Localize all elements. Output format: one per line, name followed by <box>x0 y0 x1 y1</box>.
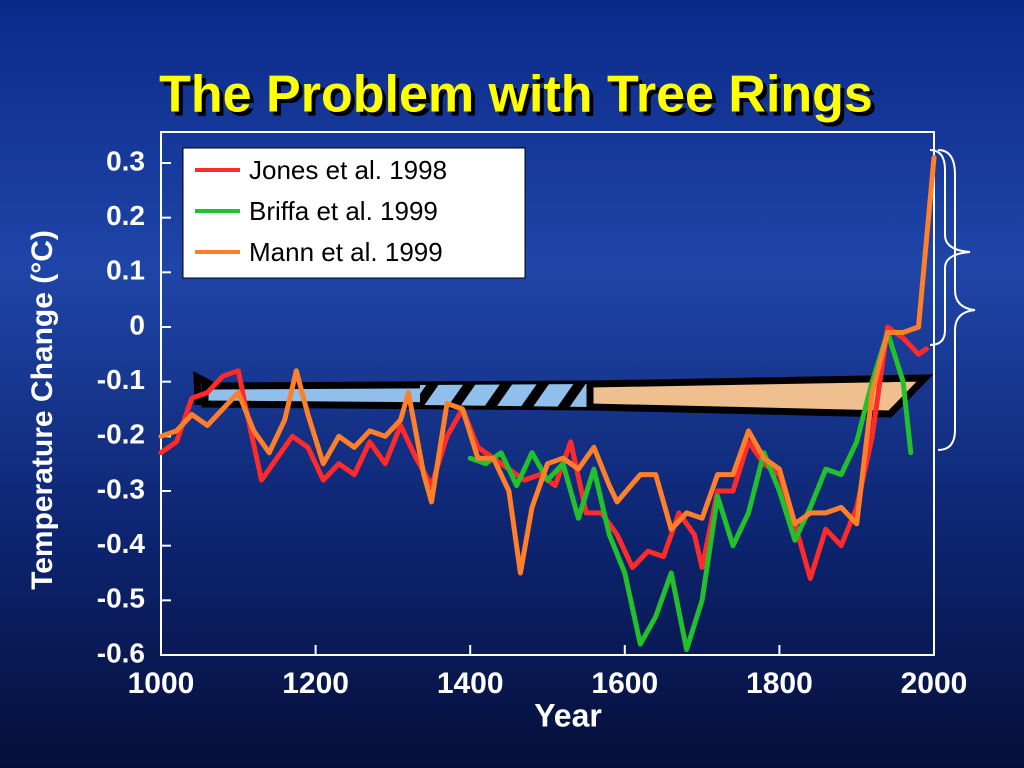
y-tick-label: -0.6 <box>97 637 145 668</box>
y-tick-label: 0 <box>129 309 145 340</box>
x-axis-label: Year <box>534 697 602 733</box>
y-tick-label: 0.1 <box>106 255 145 286</box>
chart-title: The Problem with Tree Rings <box>159 66 873 124</box>
y-tick-label: -0.5 <box>97 583 145 614</box>
x-tick-label: 1200 <box>282 667 349 700</box>
legend-label: Briffa et al. 1999 <box>249 196 438 226</box>
band-hatch <box>420 384 590 407</box>
y-tick-label: -0.3 <box>97 473 145 504</box>
x-tick-label: 2000 <box>901 667 968 700</box>
series-line <box>158 155 937 576</box>
legend-label: Mann et al. 1999 <box>249 237 443 267</box>
x-tick-label: 1000 <box>128 667 195 700</box>
y-tick-label: -0.2 <box>97 419 145 450</box>
band-shape <box>193 371 934 418</box>
brace-large <box>937 149 976 451</box>
x-tick-label: 1600 <box>591 667 658 700</box>
y-axis-label: Temperature Change (°C) <box>26 230 59 590</box>
y-tick-label: -0.1 <box>97 364 145 395</box>
brace-small <box>929 149 971 346</box>
y-tick-label: 0.3 <box>106 145 145 176</box>
plot-frame <box>160 131 935 656</box>
x-tick-label: 1800 <box>746 667 813 700</box>
legend-label: Jones et al. 1998 <box>249 155 447 185</box>
y-tick-label: -0.4 <box>97 528 146 559</box>
title-shadow: The Problem with Tree Rings <box>163 70 877 128</box>
band-tan <box>586 374 934 418</box>
y-tick-label: 0.2 <box>106 200 145 231</box>
x-tick-label: 1400 <box>437 667 504 700</box>
